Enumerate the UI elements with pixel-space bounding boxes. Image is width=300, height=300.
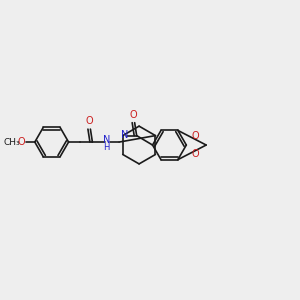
Text: N: N — [121, 130, 128, 140]
Text: O: O — [191, 131, 199, 141]
Text: CH₃: CH₃ — [3, 138, 20, 147]
Text: O: O — [85, 116, 93, 126]
Text: N: N — [103, 135, 110, 145]
Text: O: O — [191, 149, 199, 159]
Text: O: O — [17, 137, 25, 147]
Text: H: H — [103, 142, 110, 152]
Text: O: O — [130, 110, 137, 120]
